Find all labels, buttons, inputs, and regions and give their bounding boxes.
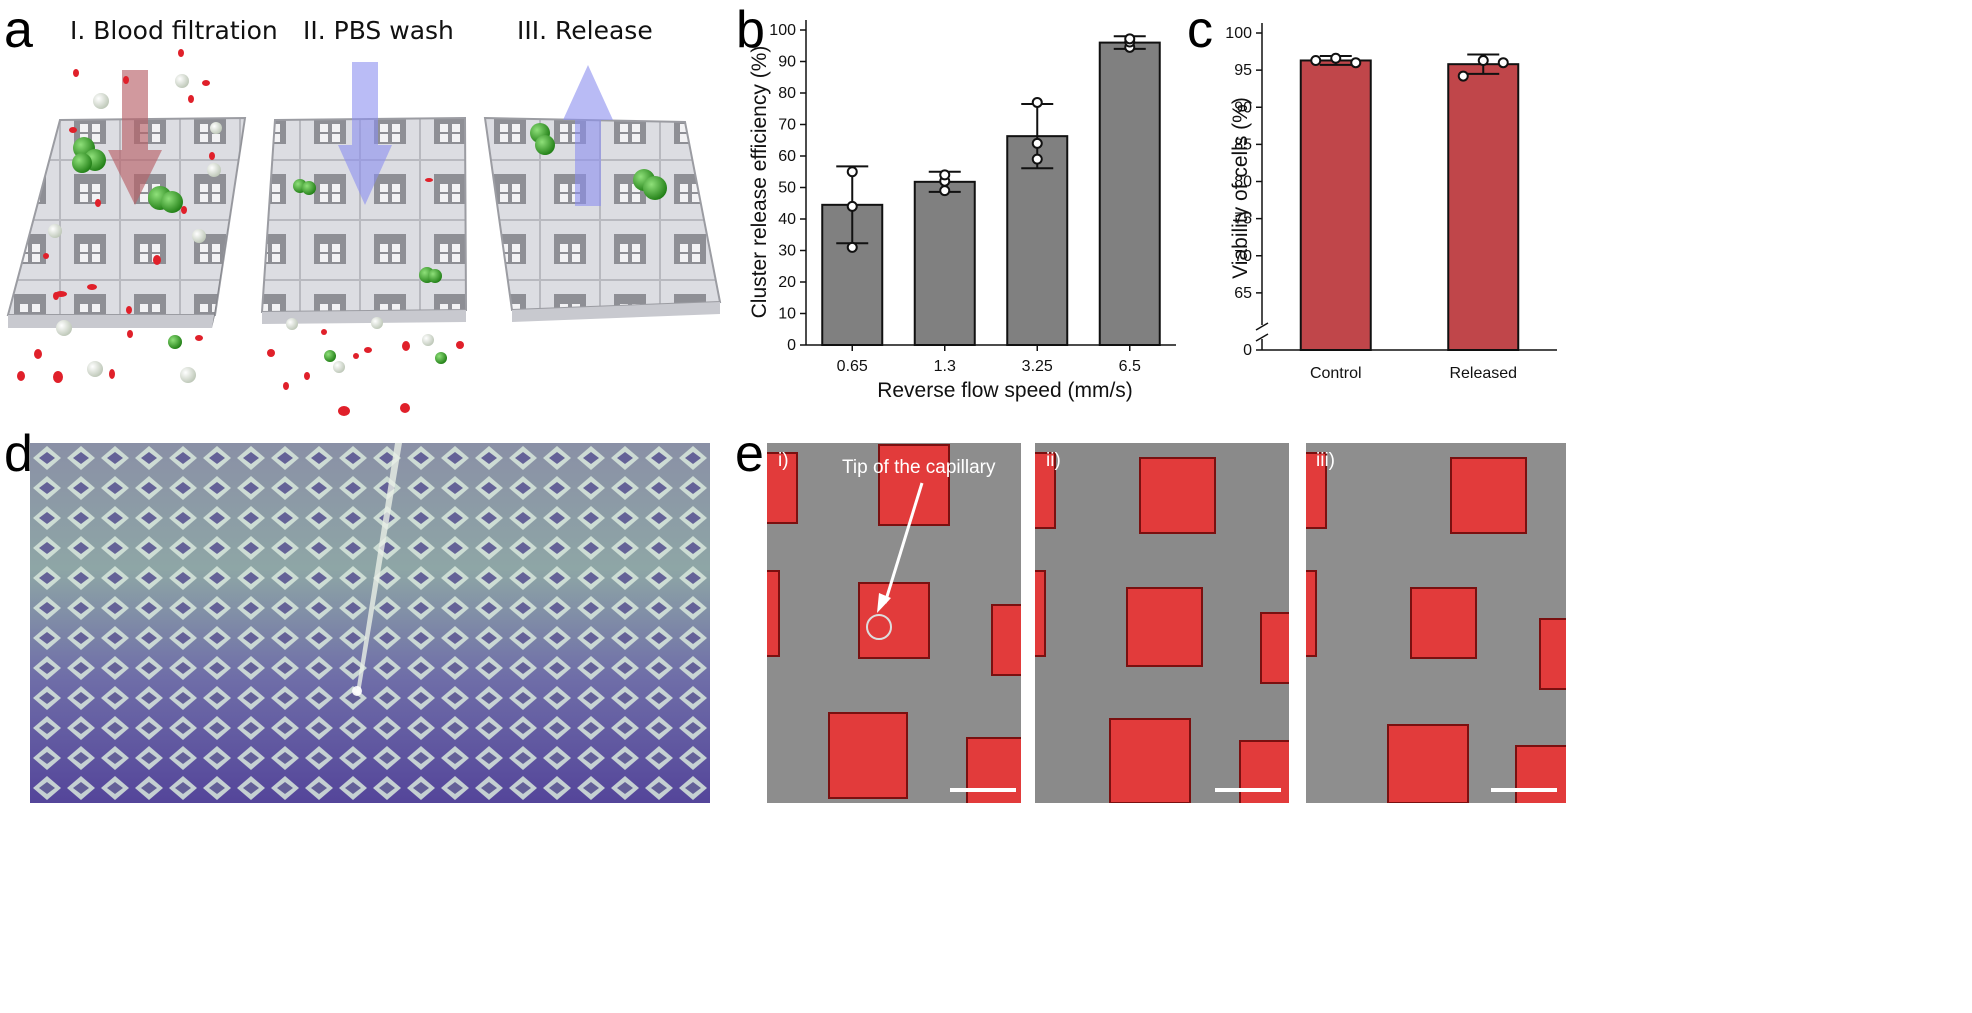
subpanel-label-i: i) [778, 450, 789, 471]
step-title-filtration: I. Blood filtration [70, 16, 278, 45]
chart-b-point [846, 200, 858, 212]
chart-b-ytick-label: 100 [769, 22, 796, 39]
panel-label-d: d [4, 425, 33, 483]
chart-c-ytick-label: 85 [1234, 136, 1252, 153]
chart-c-ytick-label: 70 [1234, 248, 1252, 265]
chart-c-xtick-label: Released [1449, 365, 1517, 382]
chart-b-point [939, 185, 951, 197]
cluster-cells [72, 123, 667, 364]
chart-b-point [846, 241, 858, 253]
white-blood-cells [48, 74, 434, 383]
chart-c: 0 65 70 75 80 85 90 95 100 Control Released Viabil… [1225, 23, 1557, 382]
chart-c-ytick-label: 80 [1234, 174, 1252, 191]
chart-c-ylabel: Viability of cells (%) [1229, 97, 1252, 279]
arrow-down-red [108, 70, 162, 205]
chart-c-axis-break [1255, 333, 1269, 342]
chart-b-xtick-label: 0.65 [837, 358, 868, 375]
chart-c-bar [1299, 59, 1372, 351]
panel-label-a: a [4, 1, 33, 59]
subpanel-label-iii: iii) [1316, 450, 1335, 471]
chart-c-point [1310, 54, 1322, 66]
membrane-3 [483, 116, 722, 322]
chart-c-axis-break [1255, 322, 1269, 331]
chart-c-point [1457, 70, 1469, 82]
chart-c-ytick-label: 100 [1225, 25, 1252, 42]
chart-c-ytick-label: 0 [1243, 342, 1252, 359]
arrow-up-blue [563, 65, 613, 206]
chart-b-ytick-label: 0 [787, 337, 796, 354]
arrow-down-blue [338, 62, 392, 205]
chart-c-bar [1447, 63, 1520, 351]
chart-c-point [1497, 57, 1509, 69]
chart-b-ylabel: Cluster release efficiency (%) [748, 46, 771, 319]
chart-b-point [846, 166, 858, 178]
chart-b-point [1031, 137, 1043, 149]
chart-c-ytick-label: 90 [1234, 99, 1252, 116]
step-title-pbs-wash: II. PBS wash [303, 16, 454, 45]
panel-label-c: c [1187, 1, 1213, 59]
chart-b-point [939, 169, 951, 181]
red-blood-cells [17, 49, 464, 416]
chart-b-point [1124, 33, 1136, 45]
chart-b-ytick-label: 60 [778, 148, 796, 165]
chart-b-xlabel: Reverse flow speed (mm/s) [877, 379, 1133, 402]
membrane-2 [260, 116, 468, 324]
chart-b-xtick-label: 1.3 [934, 358, 956, 375]
chart-c-point [1477, 54, 1489, 66]
subpanel-label-ii: ii) [1046, 450, 1061, 471]
chart-c-xtick-label: Control [1310, 365, 1362, 382]
chart-b-bar [913, 180, 976, 346]
chart-c-point [1350, 57, 1362, 69]
filtration-schematic [6, 49, 722, 416]
chart-c-ytick-label: 75 [1234, 211, 1252, 228]
chart-c-ytick-label: 95 [1234, 62, 1252, 79]
chart-b-ytick-label: 70 [778, 117, 796, 134]
step-title-release: III. Release [517, 16, 653, 45]
panel-label-b: b [736, 1, 765, 59]
micrograph-ii [1035, 443, 1289, 803]
chart-b-bar [1098, 41, 1161, 346]
chart-b-ytick-label: 80 [778, 85, 796, 102]
chart-b-xtick-label: 3.25 [1022, 358, 1053, 375]
chart-b-ytick-label: 10 [778, 306, 796, 323]
chart-b-point [1031, 96, 1043, 108]
panel-label-e: e [735, 425, 764, 483]
chart-b-ytick-label: 40 [778, 211, 796, 228]
micrograph-iii [1306, 443, 1566, 803]
micrograph-i [767, 443, 1021, 803]
chart-b-ytick-label: 90 [778, 54, 796, 71]
membrane-photo [30, 443, 710, 803]
chart-b: 0 10 20 30 40 50 60 70 80 90 100 0.65 1.3 3.25 6.5 Clu… [748, 20, 1176, 402]
chart-c-point [1330, 52, 1342, 64]
chart-b-ytick-label: 50 [778, 180, 796, 197]
capillary-annotation: Tip of the capillary [842, 457, 996, 478]
chart-b-xtick-label: 6.5 [1119, 358, 1141, 375]
chart-c-ytick-label: 65 [1234, 285, 1252, 302]
chart-b-ytick-label: 30 [778, 243, 796, 260]
chart-b-ytick-label: 20 [778, 274, 796, 291]
chart-b-point [1031, 153, 1043, 165]
